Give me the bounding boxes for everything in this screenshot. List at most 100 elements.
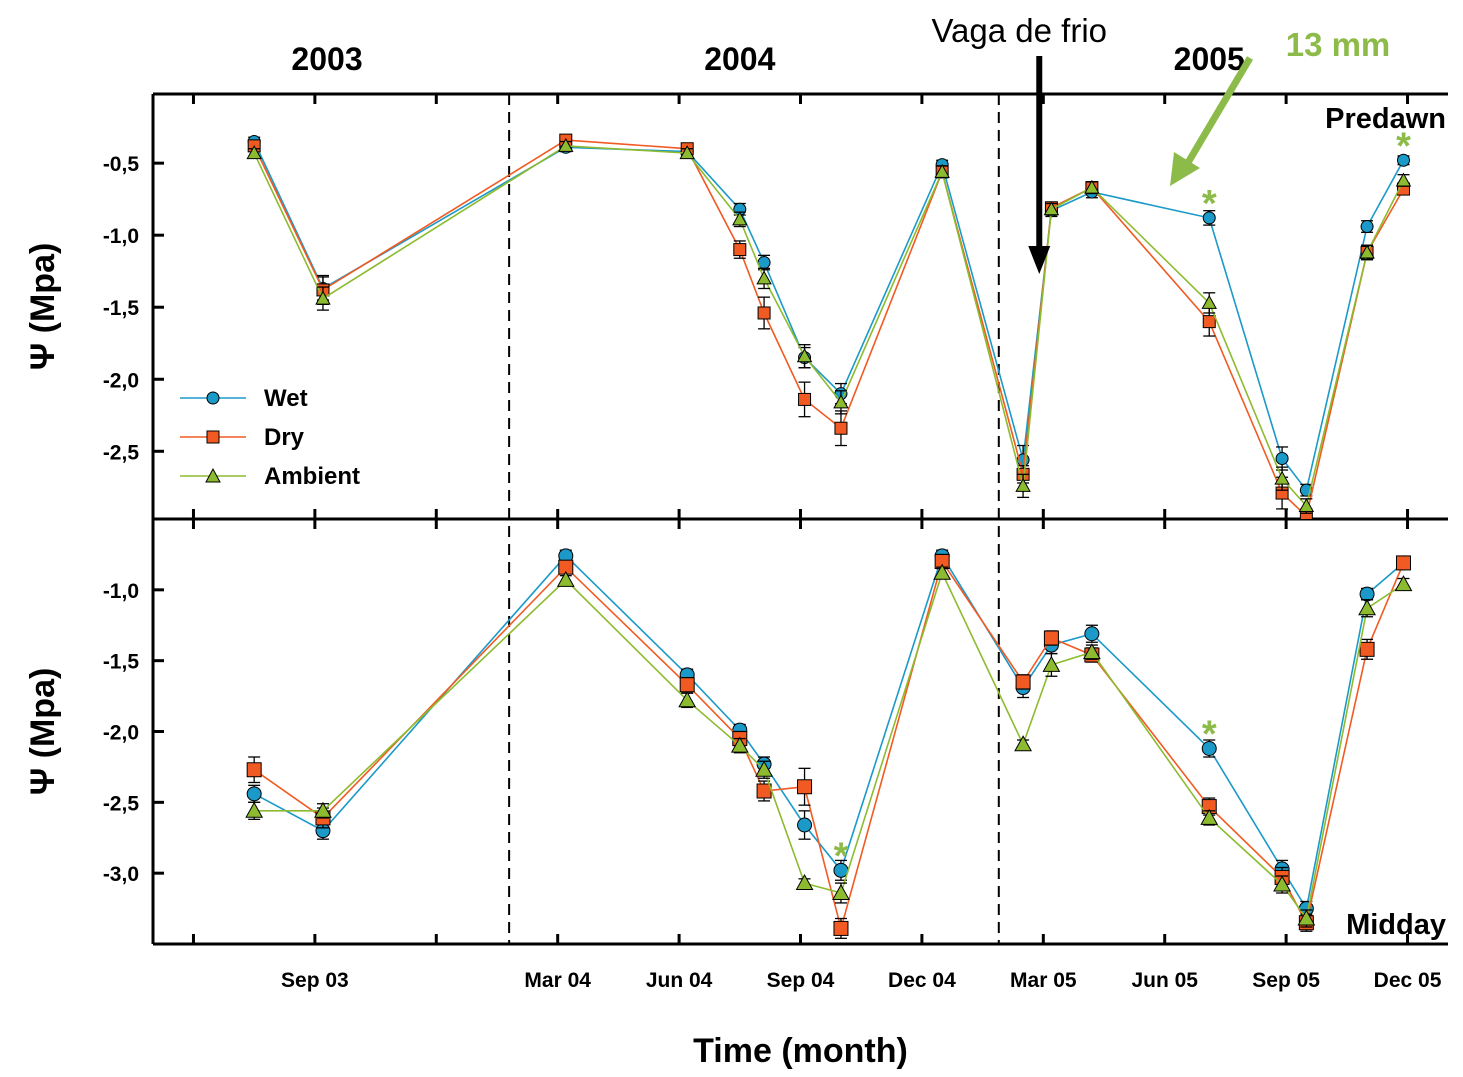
panel-label: Predawn xyxy=(1325,103,1446,135)
legend-label: Dry xyxy=(264,424,305,451)
cold-spell-label: Vaga de frio xyxy=(932,12,1108,49)
x-axis-title: Time (month) xyxy=(693,1032,908,1070)
point-ambient xyxy=(556,570,575,587)
point-ambient xyxy=(1358,599,1376,616)
point-ambient xyxy=(732,211,748,226)
point-ambient xyxy=(934,163,950,178)
year-dividers xyxy=(508,94,1000,944)
point-dry xyxy=(756,783,772,799)
point-wet xyxy=(1202,211,1216,225)
series-line-dry xyxy=(253,559,1405,932)
point-dry xyxy=(798,392,812,406)
point-ambient xyxy=(1201,294,1217,309)
point-wet xyxy=(246,786,262,802)
x-tick-label: Sep 03 xyxy=(281,969,349,992)
point-dry xyxy=(1015,674,1031,690)
point-ambient xyxy=(795,874,814,891)
point-ambient xyxy=(1015,477,1031,492)
x-tick-label: Mar 05 xyxy=(1010,969,1077,992)
y-tick-label: -2,5 xyxy=(103,792,140,815)
series-dry xyxy=(246,553,1411,939)
series-wet xyxy=(246,548,1411,917)
point-ambient xyxy=(796,348,813,363)
legend-marker-wet xyxy=(206,391,220,405)
point-ambient xyxy=(1200,808,1219,825)
series-line-ambient xyxy=(254,570,1404,921)
series-line-ambient xyxy=(253,145,1405,508)
point-wet xyxy=(1396,153,1410,167)
point-wet xyxy=(1359,586,1375,602)
y-tick-label: -2,0 xyxy=(103,722,139,745)
point-ambient xyxy=(1274,470,1290,485)
point-ambient xyxy=(1084,179,1100,194)
series-line-wet xyxy=(253,553,1405,911)
point-ambient xyxy=(314,801,332,818)
rain-arrow-head xyxy=(1170,152,1200,186)
point-ambient xyxy=(933,563,952,580)
point-dry xyxy=(679,677,695,693)
x-tick-label: Sep 05 xyxy=(1252,969,1320,992)
point-dry xyxy=(797,779,813,795)
point-ambient xyxy=(1043,201,1060,216)
x-tick-label: Dec 04 xyxy=(888,969,956,992)
annotation-layer: * * * * Wet Dry Ambient Vaga de frio 13 mm xyxy=(180,12,1411,877)
point-wet xyxy=(797,817,813,833)
series-wet xyxy=(247,135,1410,497)
y-axis-title: Ψ (Mpa) xyxy=(24,668,62,796)
point-ambient xyxy=(1394,575,1413,592)
point-ambient xyxy=(679,145,695,160)
point-ambient xyxy=(1359,244,1375,259)
y-tick-label: -2,5 xyxy=(103,441,140,464)
y-tick-label: -1,0 xyxy=(103,580,139,603)
significance-star: * xyxy=(1396,125,1411,167)
point-ambient xyxy=(315,290,331,305)
point-dry xyxy=(1202,315,1216,329)
y-tick-label: -1,5 xyxy=(103,297,140,320)
year-label: 2004 xyxy=(704,41,775,77)
x-tick-label: Dec 05 xyxy=(1374,969,1442,992)
panel-label: Midday xyxy=(1346,909,1446,941)
point-ambient xyxy=(832,883,850,900)
series-dry xyxy=(247,133,1410,519)
point-dry xyxy=(1359,641,1375,657)
series-ambient xyxy=(245,563,1413,928)
axes-layer: -0,5 -1,0 -1,5 -2,0 -2,5 Ψ (Mpa) Predawn -1,0 -1… xyxy=(24,41,1448,1070)
point-dry xyxy=(834,421,848,435)
x-tick-label: Jun 05 xyxy=(1131,969,1198,992)
x-tick-label: Sep 04 xyxy=(767,969,835,992)
series-layer xyxy=(245,133,1413,939)
legend-marker-ambient xyxy=(205,467,221,483)
point-ambient xyxy=(245,801,264,818)
point-ambient xyxy=(1395,172,1412,187)
y-tick-label: -2,0 xyxy=(103,369,139,392)
x-tick-label: Mar 04 xyxy=(524,969,591,992)
year-label: 2005 xyxy=(1174,41,1245,77)
point-ambient xyxy=(1297,909,1316,926)
point-wet xyxy=(1360,220,1374,234)
legend-label: Wet xyxy=(264,385,308,412)
series-ambient xyxy=(246,137,1412,514)
y-tick-label: -1,0 xyxy=(103,225,139,248)
point-ambient xyxy=(558,137,574,152)
year-label: 2003 xyxy=(291,41,362,77)
y-axis-title: Ψ (Mpa) xyxy=(24,243,62,371)
rain-label: 13 mm xyxy=(1286,26,1391,63)
point-dry xyxy=(1395,555,1411,571)
point-dry xyxy=(757,306,771,320)
rain-arrow-shaft xyxy=(1182,56,1254,168)
point-dry xyxy=(1043,630,1059,646)
point-dry xyxy=(833,920,849,936)
y-tick-label: -1,5 xyxy=(103,651,140,674)
series-line-dry xyxy=(253,139,1405,518)
point-wet xyxy=(1084,626,1100,642)
point-ambient xyxy=(1082,643,1101,660)
point-ambient xyxy=(756,270,772,285)
point-wet xyxy=(1201,741,1217,756)
point-ambient xyxy=(1042,655,1061,672)
point-wet xyxy=(1275,451,1289,465)
point-dry xyxy=(733,243,747,257)
series-line-wet xyxy=(253,141,1405,493)
significance-star: * xyxy=(834,835,849,877)
